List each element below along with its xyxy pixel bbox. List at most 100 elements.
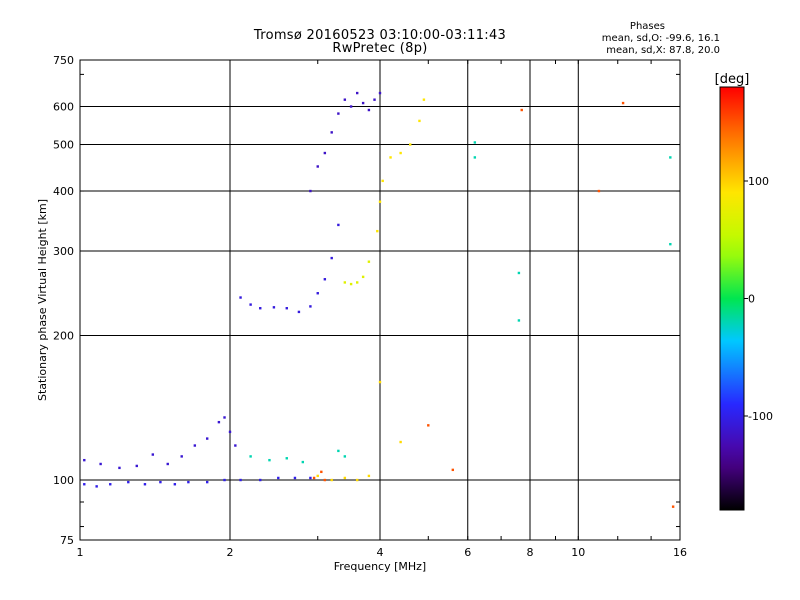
data-point xyxy=(205,480,209,484)
data-point xyxy=(361,275,365,279)
data-point xyxy=(223,416,226,419)
colorbar-tick-label: -100 xyxy=(748,410,773,423)
data-point xyxy=(239,296,242,299)
data-point xyxy=(337,223,340,227)
data-point xyxy=(378,91,382,95)
x-tick-label: 2 xyxy=(227,546,234,559)
data-point xyxy=(285,457,288,460)
data-point xyxy=(309,476,312,480)
data-point xyxy=(323,151,327,155)
data-point xyxy=(83,483,86,486)
y-tick-label: 300 xyxy=(53,245,74,258)
data-point xyxy=(316,292,319,295)
data-point xyxy=(389,156,392,159)
data-point xyxy=(268,458,271,462)
data-point xyxy=(361,101,365,105)
data-point xyxy=(323,478,327,482)
data-point xyxy=(187,480,190,484)
chart-title-line1: Tromsø 20160523 03:10:00-03:11:43 xyxy=(253,28,507,43)
data-point xyxy=(337,112,340,115)
data-point xyxy=(297,310,301,314)
data-point xyxy=(621,101,625,105)
data-point xyxy=(349,282,353,286)
data-point xyxy=(343,98,347,101)
data-point xyxy=(517,319,521,322)
data-point xyxy=(367,108,371,112)
data-point xyxy=(367,474,371,478)
phase-stats-title: Phases xyxy=(629,21,665,32)
data-point xyxy=(193,444,197,447)
data-point xyxy=(166,462,169,466)
colorbar-label: [deg] xyxy=(715,72,750,87)
data-point xyxy=(173,483,177,486)
data-point xyxy=(399,440,402,444)
y-tick-label: 750 xyxy=(53,54,74,67)
data-point xyxy=(355,91,359,95)
data-point xyxy=(343,455,347,458)
data-point xyxy=(127,480,130,484)
data-point xyxy=(228,430,232,434)
data-point xyxy=(517,271,521,275)
data-point xyxy=(323,278,327,281)
data-point xyxy=(355,281,359,284)
data-point xyxy=(83,458,86,462)
data-point xyxy=(349,105,353,108)
data-point xyxy=(373,98,376,101)
data-point xyxy=(277,476,280,480)
data-point xyxy=(143,483,147,486)
data-point xyxy=(473,141,477,144)
data-point xyxy=(320,470,323,474)
y-tick-label: 75 xyxy=(60,534,74,547)
data-point xyxy=(259,478,262,482)
colorbar-tick-label: 100 xyxy=(748,175,769,188)
data-point xyxy=(343,476,347,480)
data-point xyxy=(316,165,319,168)
data-point xyxy=(118,466,121,470)
x-tick-label: 10 xyxy=(571,546,585,559)
data-point xyxy=(355,478,359,482)
data-point xyxy=(330,256,333,260)
y-tick-label: 600 xyxy=(53,101,74,114)
data-point xyxy=(337,449,340,453)
data-point xyxy=(309,305,312,308)
data-point xyxy=(367,260,371,263)
data-point xyxy=(285,307,288,310)
data-point xyxy=(378,380,382,384)
data-point xyxy=(272,306,276,309)
data-point xyxy=(473,156,477,159)
data-point xyxy=(330,131,333,134)
y-tick-label: 400 xyxy=(53,185,74,198)
data-point xyxy=(259,307,262,310)
data-point xyxy=(418,119,421,123)
data-point xyxy=(671,505,675,508)
data-point xyxy=(249,303,252,306)
data-point xyxy=(378,200,382,203)
data-point xyxy=(293,476,297,480)
data-point xyxy=(109,483,112,486)
data-point xyxy=(249,455,252,458)
data-point xyxy=(597,189,601,193)
data-point xyxy=(301,460,305,464)
chart-title-line2: RwPretec (8p) xyxy=(332,41,428,56)
y-axis-label: Stationary phase Virtual Height [km] xyxy=(36,199,49,401)
y-tick-label: 100 xyxy=(53,474,74,487)
plot-frame xyxy=(79,59,681,541)
data-point xyxy=(409,143,412,146)
data-point xyxy=(381,179,384,183)
phase-stats-ordinary: mean, sd,O: -99.6, 16.1 xyxy=(601,33,720,44)
data-point xyxy=(309,189,312,193)
data-point xyxy=(669,156,672,159)
data-point xyxy=(669,242,672,246)
y-tick-label: 500 xyxy=(53,139,74,152)
data-point xyxy=(422,98,426,101)
colorbar xyxy=(719,86,745,511)
data-point xyxy=(376,229,379,233)
data-point xyxy=(217,420,221,424)
data-point xyxy=(234,444,237,447)
x-tick-label: 1 xyxy=(77,546,84,559)
data-point xyxy=(343,281,347,284)
data-point xyxy=(95,485,98,488)
data-point xyxy=(312,476,316,480)
data-point xyxy=(399,151,402,155)
